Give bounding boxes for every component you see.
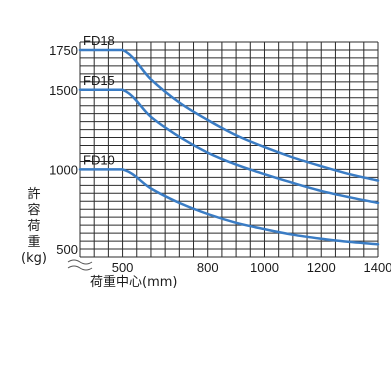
x-tick-label: 1400	[364, 260, 391, 275]
series-label-fd10: FD10	[83, 152, 115, 167]
x-tick-label: 500	[112, 260, 134, 275]
y-axis-title-char: 容	[27, 202, 40, 218]
series-label-fd15: FD15	[83, 73, 115, 88]
y-tick-label: 500	[56, 242, 78, 257]
tick-labels: 500 800 1000 1200 1400 500 1000 1500 1750	[49, 43, 391, 275]
series-line-fd18	[78, 48, 380, 182]
axis-break	[67, 259, 93, 271]
y-tick-label: 1500	[49, 83, 78, 98]
y-axis-title-char: (kg)	[21, 251, 47, 266]
series-line-fd10	[78, 168, 380, 246]
x-tick-label: 1000	[250, 260, 279, 275]
series-label-fd18: FD18	[83, 33, 115, 48]
y-tick-label: 1750	[49, 43, 78, 58]
x-tick-label: 800	[197, 260, 219, 275]
series-labels: FD18 FD15 FD10	[83, 33, 115, 167]
series-lines	[78, 48, 380, 246]
y-axis-title-char: 荷	[27, 219, 40, 234]
x-tick-label: 1200	[307, 260, 336, 275]
grid	[79, 41, 379, 258]
y-axis-title-char: 許	[27, 187, 40, 202]
x-axis-title: 荷重中心(mm)	[90, 274, 177, 290]
series-line-fd15	[78, 88, 380, 205]
y-axis-title-char: 重	[27, 234, 40, 250]
y-tick-label: 1000	[49, 162, 78, 177]
